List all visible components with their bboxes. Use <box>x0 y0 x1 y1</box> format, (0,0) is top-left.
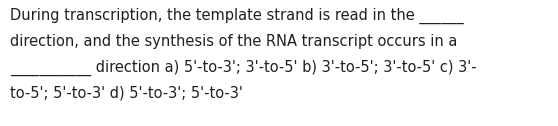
Text: ___________ direction a) 5'-to-3'; 3'-to-5' b) 3'-to-5'; 3'-to-5' c) 3'-: ___________ direction a) 5'-to-3'; 3'-to… <box>10 60 477 76</box>
Text: to-5'; 5'-to-3' d) 5'-to-3'; 5'-to-3': to-5'; 5'-to-3' d) 5'-to-3'; 5'-to-3' <box>10 86 243 101</box>
Text: During transcription, the template strand is read in the ______: During transcription, the template stran… <box>10 8 464 24</box>
Text: direction, and the synthesis of the RNA transcript occurs in a: direction, and the synthesis of the RNA … <box>10 34 458 49</box>
